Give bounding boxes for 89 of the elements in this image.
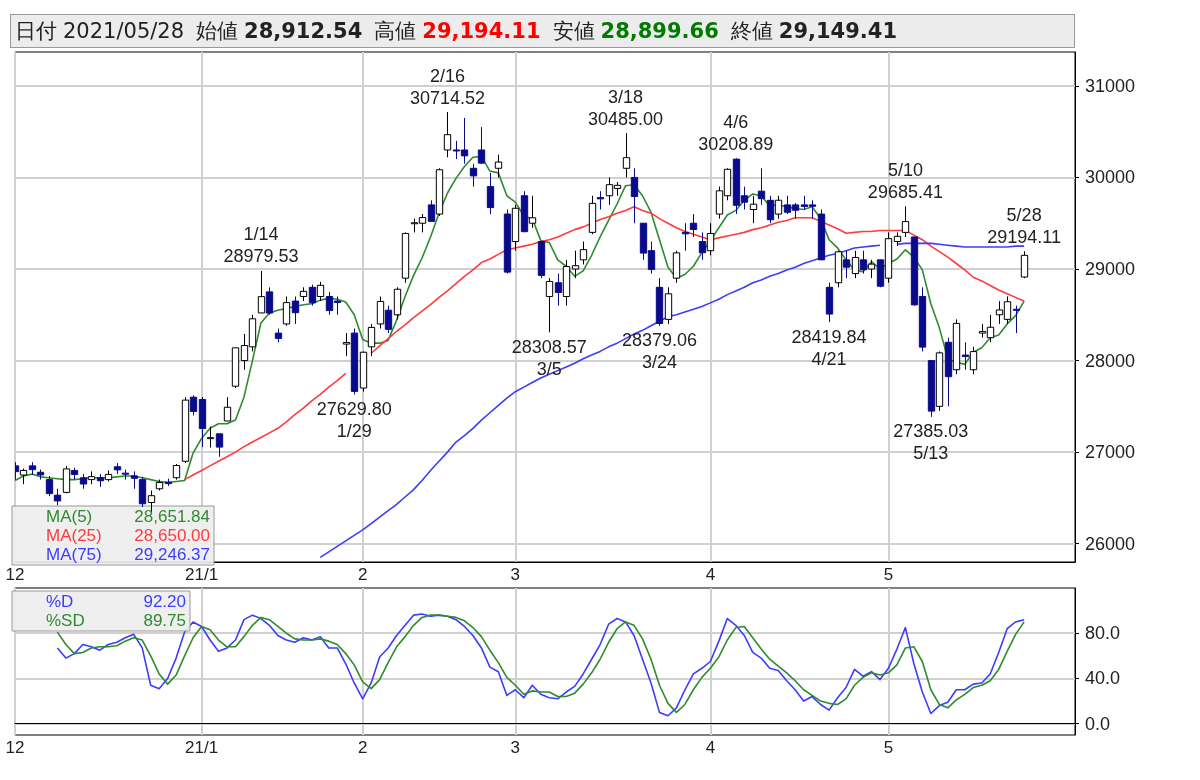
candlestick: [1012, 305, 1021, 334]
candlestick: [698, 231, 707, 261]
candlestick: [265, 286, 274, 316]
candlestick: [257, 270, 266, 314]
candlestick: [282, 295, 291, 327]
annotation: 1/14 28979.53: [223, 224, 299, 267]
y-tick-label: 28000: [1085, 350, 1136, 371]
candlestick: [842, 250, 851, 279]
x-tick-label: 3: [510, 565, 521, 584]
annotation: 92.20: [143, 592, 186, 611]
candlestick: [443, 111, 452, 158]
annotation: 28419.84 4/21: [791, 326, 867, 369]
annotation: 28,650.00: [134, 526, 210, 545]
candlestick: [630, 167, 639, 224]
candlestick: [316, 281, 325, 302]
candlestick: [689, 213, 698, 238]
annotation: 29,246.37: [134, 545, 210, 564]
candlestick: [706, 222, 715, 256]
y-tick-label: 40.0: [1085, 668, 1121, 689]
y-tick-label: 0.0: [1085, 713, 1111, 734]
candlestick: [206, 425, 215, 449]
annotation: 28379.06 3/24: [621, 330, 698, 373]
x-tick-label: 3: [510, 738, 521, 757]
candlestick: [384, 305, 393, 334]
annotation: 27385.03 5/13: [893, 421, 969, 464]
x-tick-label: 21/1: [185, 738, 219, 757]
candlestick: [571, 250, 580, 279]
y-tick-label: 31000: [1085, 75, 1136, 96]
y-tick-label: 80.0: [1085, 623, 1121, 644]
x-tick-label: 4: [705, 565, 716, 584]
candlestick: [62, 465, 71, 494]
y-tick-label: 26000: [1085, 533, 1136, 554]
text: MA(75): [46, 545, 102, 564]
annotation: 28,651.84: [134, 507, 210, 526]
annotation: 27629.80 1/29: [316, 398, 392, 441]
candlestick: [757, 167, 766, 206]
x-tick-label: 5: [883, 738, 894, 757]
candlestick: [367, 323, 376, 357]
x-tick-label: 21/1: [185, 565, 219, 584]
x-tick-label: 5: [883, 565, 894, 584]
candlestick: [477, 126, 486, 165]
candlestick: [851, 250, 860, 279]
series-label: MA(5): [46, 507, 93, 526]
candlestick: [622, 132, 631, 178]
candlestick: [469, 163, 478, 188]
y-tick-label: 30000: [1085, 167, 1136, 188]
candlestick: [291, 295, 300, 325]
candlestick: [545, 277, 554, 333]
x-tick-label: 12: [5, 738, 25, 757]
annotation: 89.75: [143, 611, 186, 630]
candlestick: [528, 195, 537, 229]
y-tick-label: 27000: [1085, 442, 1136, 463]
candlestick: [961, 341, 970, 371]
candlestick: [579, 241, 588, 265]
annotation: 2/16 30714.52: [409, 65, 486, 108]
candlestick: [427, 199, 436, 222]
x-tick-label: 4: [705, 738, 716, 757]
annotation: 5/28 29194.11: [987, 204, 1061, 247]
candlestick: [189, 394, 198, 416]
candlestick: [223, 396, 232, 422]
candlestick: [45, 475, 54, 497]
candlestick: [1020, 250, 1029, 279]
series-label: %SD: [46, 611, 85, 630]
candlestick: [859, 250, 868, 275]
candlestick: [749, 195, 758, 224]
text: MA(25): [46, 526, 102, 545]
text: %D: [46, 592, 74, 611]
candlestick: [215, 433, 224, 458]
annotation: 5/10 29685.41: [867, 159, 943, 202]
candlestick: [342, 332, 351, 357]
candlestick: [494, 154, 503, 178]
candlestick: [376, 295, 385, 330]
candlestick: [969, 346, 978, 375]
chart-title: 日付 2021/05/28 始値 28,912.54 高値 29,194.11 安値 28,899.66 終値 29,149.41: [15, 19, 898, 43]
candlestick: [486, 172, 495, 215]
candlestick: [766, 195, 775, 224]
candlestick: [308, 284, 317, 307]
candlestick: [596, 190, 605, 210]
candlestick: [774, 195, 783, 220]
x-tick-label: 12: [5, 565, 25, 584]
candlestick: [867, 259, 876, 279]
x-tick-label: 2: [357, 738, 368, 757]
candlestick: [901, 205, 910, 238]
annotation: 4/6 30208.89: [698, 111, 774, 154]
x-tick-label: 2: [357, 565, 368, 584]
y-tick-label: 29000: [1085, 259, 1136, 279]
annotation: 3/18 30485.00: [588, 86, 664, 129]
annotation: 28308.57 3/5: [511, 336, 587, 379]
candlestick: [554, 273, 563, 307]
